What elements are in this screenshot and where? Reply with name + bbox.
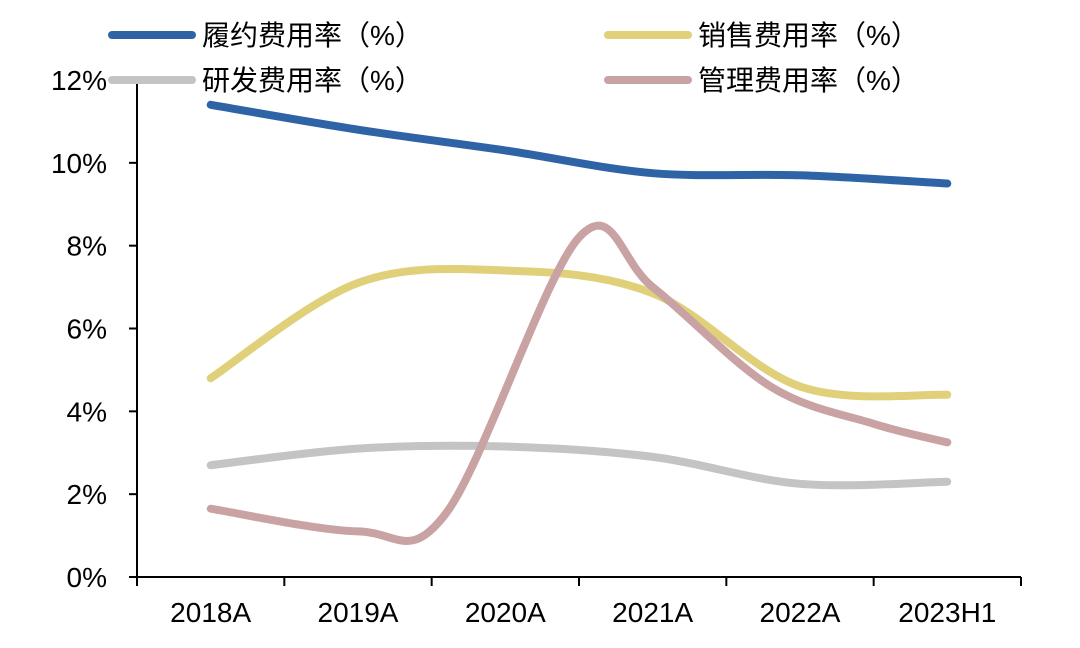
x-tick-label: 2023H1: [898, 597, 996, 628]
legend-label-2: 销售费用率（%）: [698, 20, 919, 51]
x-tick-label: 2020A: [465, 597, 546, 628]
axes: 0% 2% 4% 6% 8% 10% 12% 2018A 2019A 2020A 2021A 2022…: [51, 65, 1022, 628]
y-tick-label: 4%: [67, 396, 107, 427]
series-line-2: [206, 264, 952, 401]
y-tick-label: 6%: [67, 314, 107, 345]
y-tick-label: 8%: [67, 231, 107, 262]
legend-label-4: 管理费用率（%）: [698, 65, 919, 96]
y-tick-label: 12%: [51, 65, 107, 96]
legend-label-3: 研发费用率（%）: [202, 65, 423, 96]
series-line-4: [206, 221, 952, 545]
x-tick-label: 2021A: [612, 597, 693, 628]
x-tick-label: 2022A: [760, 597, 841, 628]
series-line-1: [206, 100, 952, 188]
x-tick-label: 2019A: [318, 597, 399, 628]
y-tick-label: 2%: [67, 479, 107, 510]
y-tick-label: 10%: [51, 148, 107, 179]
series-layer: [206, 100, 952, 545]
x-tick-label: 2018A: [170, 597, 251, 628]
y-tick-label: 0%: [67, 562, 107, 593]
series-line-3: [206, 441, 952, 490]
legend-label-1: 履约费用率（%）: [202, 20, 423, 51]
legend: 履约费用率（%） 销售费用率（%） 研发费用率（%） 管理费用率（%）: [108, 20, 919, 96]
